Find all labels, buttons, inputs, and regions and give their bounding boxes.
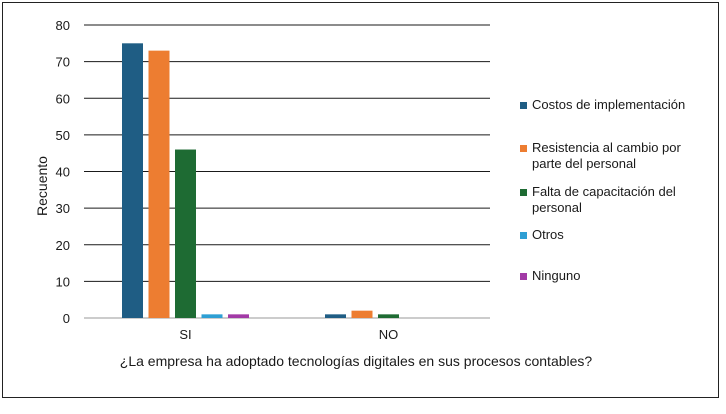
bar-si-series-3	[175, 149, 196, 318]
y-tick-label: 70	[56, 55, 70, 70]
bar-no-series-1	[325, 314, 346, 318]
legend-label: Otros	[532, 227, 564, 242]
y-tick-label: 30	[56, 201, 70, 216]
y-tick-label: 80	[56, 18, 70, 33]
legend-swatch	[520, 232, 527, 239]
legend-swatch	[520, 273, 527, 280]
legend-label: Falta de capacitación del personal	[532, 184, 676, 215]
y-tick-label: 40	[56, 165, 70, 180]
legend-item: Otros	[520, 227, 705, 243]
bar-si-series-1	[122, 43, 143, 318]
gridlines	[84, 24, 490, 319]
chart-frame	[2, 2, 719, 398]
x-tick-label: SI	[179, 327, 191, 342]
y-tick-label: 20	[56, 238, 70, 253]
y-axis-title: Recuento	[34, 156, 50, 216]
legend-item: Ninguno	[520, 268, 705, 284]
bar-no-series-3	[378, 314, 399, 318]
legend-swatch	[520, 145, 527, 152]
legend-label: Costos de implementación	[532, 97, 686, 112]
y-tick-label: 0	[63, 311, 70, 326]
legend-item: Costos de implementación	[520, 97, 705, 113]
bar-si-series-2	[148, 50, 170, 318]
bars	[122, 43, 399, 318]
legend: Costos de implementación Resistencia al c…	[520, 0, 720, 414]
legend-swatch	[520, 189, 527, 196]
bar-no-series-2	[351, 310, 373, 318]
y-tick-label: 10	[56, 274, 70, 289]
legend-item: Resistencia al cambio por parte del pers…	[520, 140, 705, 172]
bar-si-series-5	[228, 314, 249, 318]
legend-swatch	[520, 102, 527, 109]
legend-item: Falta de capacitación del personal	[520, 184, 705, 216]
legend-label: Resistencia al cambio por parte del pers…	[532, 140, 681, 171]
x-axis-title: ¿La empresa ha adoptado tecnologías digi…	[120, 353, 593, 369]
bar-si-series-4	[201, 314, 223, 318]
x-tick-label: NO	[379, 327, 399, 342]
x-axis-ticks: SI NO	[179, 327, 398, 342]
y-tick-label: 50	[56, 128, 70, 143]
y-axis-ticks: 0 10 20 30 40 50 60 70 80	[56, 18, 70, 326]
legend-label: Ninguno	[532, 268, 581, 283]
y-tick-label: 60	[56, 91, 70, 106]
